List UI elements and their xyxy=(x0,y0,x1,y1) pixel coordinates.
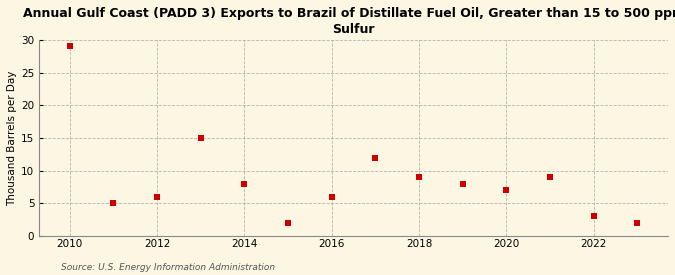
Point xyxy=(327,195,338,199)
Point xyxy=(283,221,294,225)
Point xyxy=(632,221,643,225)
Text: Source: U.S. Energy Information Administration: Source: U.S. Energy Information Administ… xyxy=(61,263,275,272)
Point xyxy=(195,136,206,140)
Point xyxy=(589,214,599,219)
Point xyxy=(458,182,468,186)
Point xyxy=(501,188,512,192)
Title: Annual Gulf Coast (PADD 3) Exports to Brazil of Distillate Fuel Oil, Greater tha: Annual Gulf Coast (PADD 3) Exports to Br… xyxy=(23,7,675,36)
Point xyxy=(414,175,425,179)
Point xyxy=(108,201,119,205)
Point xyxy=(239,182,250,186)
Y-axis label: Thousand Barrels per Day: Thousand Barrels per Day xyxy=(7,70,17,206)
Point xyxy=(545,175,556,179)
Point xyxy=(152,195,163,199)
Point xyxy=(370,155,381,160)
Point xyxy=(64,44,75,49)
